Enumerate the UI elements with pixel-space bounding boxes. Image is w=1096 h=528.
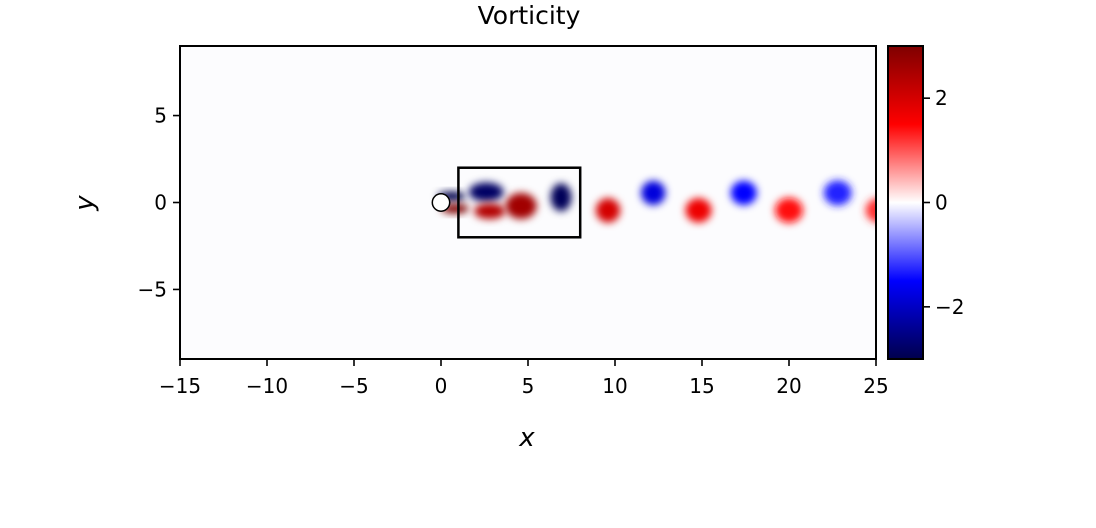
colorbar xyxy=(888,46,923,359)
y-axis-ticks: −5 0 5 xyxy=(138,104,180,301)
y-tick-label: −5 xyxy=(138,277,167,301)
vortex-positive-8 xyxy=(685,198,712,223)
x-tick-label: 0 xyxy=(435,374,448,398)
vortex-negative-7 xyxy=(641,180,666,206)
chart-title: Vorticity xyxy=(478,1,581,30)
vortex-positive-4 xyxy=(505,192,537,220)
colorbar-ticks: −2 0 2 xyxy=(923,86,964,319)
x-tick-label: 20 xyxy=(776,374,801,398)
cylinder-marker xyxy=(431,193,451,212)
vortex-negative-11 xyxy=(823,180,852,206)
x-axis-label: x xyxy=(518,423,535,453)
x-tick-label: 25 xyxy=(863,374,888,398)
y-tick-label: 0 xyxy=(154,191,167,215)
vortex-positive-6 xyxy=(595,198,621,223)
y-axis-label: y xyxy=(70,195,100,212)
vortex-negative-5 xyxy=(550,183,572,212)
colorbar-tick-label: 2 xyxy=(935,86,948,110)
x-tick-label: −15 xyxy=(159,374,201,398)
x-tick-label: 10 xyxy=(602,374,627,398)
x-tick-label: 5 xyxy=(522,374,535,398)
vortex-positive-3 xyxy=(474,203,506,220)
y-tick-label: 5 xyxy=(154,104,167,128)
x-tick-label: −5 xyxy=(339,374,368,398)
vortex-negative-9 xyxy=(730,180,757,206)
vortex-negative-1 xyxy=(468,182,504,202)
vortex-positive-10 xyxy=(775,197,803,223)
colorbar-tick-label: 0 xyxy=(935,191,948,215)
region-box xyxy=(457,166,582,239)
vorticity-field xyxy=(437,180,876,223)
x-axis-ticks: −15 −10 −5 0 5 10 15 20 25 xyxy=(159,359,889,398)
x-tick-label: −10 xyxy=(246,374,288,398)
colorbar-tick-label: −2 xyxy=(935,295,964,319)
x-tick-label: 15 xyxy=(689,374,714,398)
vortex-positive-12 xyxy=(865,198,876,223)
